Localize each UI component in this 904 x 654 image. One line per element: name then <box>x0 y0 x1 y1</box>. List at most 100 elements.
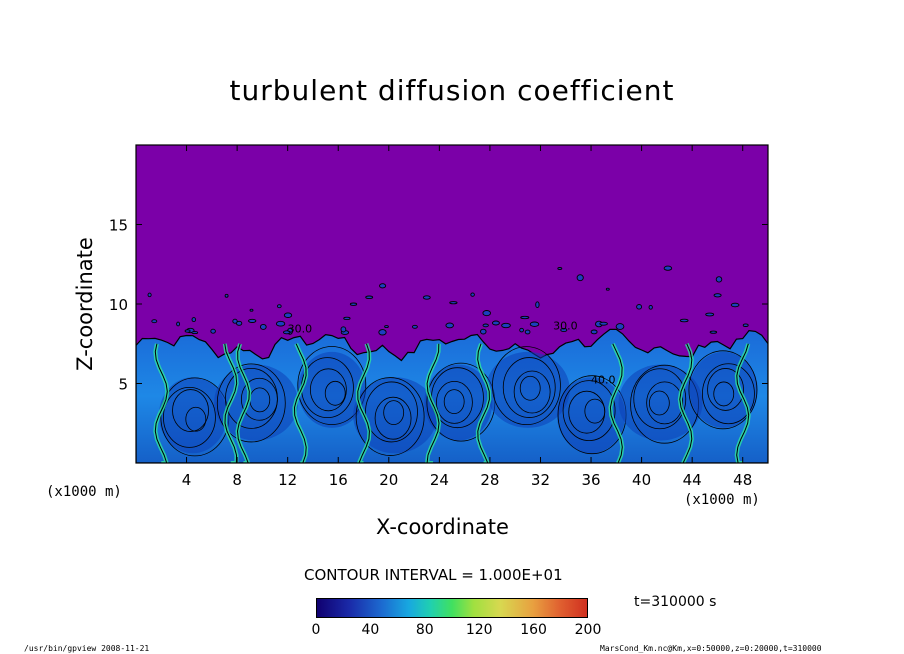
turbulence-blob <box>349 302 358 306</box>
turbulence-blob <box>210 328 216 334</box>
turbulence-blob <box>491 320 500 326</box>
x-tick-label: 36 <box>581 471 600 489</box>
turbulence-blob <box>365 295 374 300</box>
turbulence-blob <box>715 276 723 283</box>
contour-line <box>519 375 541 401</box>
turbulence-blob <box>411 324 418 329</box>
contour-line <box>309 368 347 412</box>
colorbar-tick-label: 0 <box>311 622 321 638</box>
y-tick-label: 15 <box>109 217 128 235</box>
convective-cell <box>557 377 626 454</box>
y-tick-label: 10 <box>109 296 128 314</box>
x-tick-label: 4 <box>182 471 192 489</box>
contour-line <box>172 389 209 432</box>
turbulence-blob <box>605 287 610 291</box>
contour-line <box>633 368 687 430</box>
x-unit-label-right: (x1000 m) <box>684 492 760 508</box>
turbulence-blob <box>615 323 625 330</box>
turbulence-blob <box>519 327 524 333</box>
plume-contour <box>154 343 168 463</box>
convective-cell <box>158 377 227 454</box>
contour-line <box>646 381 684 425</box>
contour-line <box>297 346 367 425</box>
time-label: t=310000 s <box>634 594 717 610</box>
turbulence-blob <box>248 318 257 323</box>
contour-line <box>492 346 561 426</box>
contour-line <box>355 377 425 456</box>
turbulence-blob <box>501 322 511 329</box>
convective-cell <box>689 351 758 428</box>
turbulence-blob <box>663 265 673 271</box>
turbulence-blob <box>191 317 197 323</box>
colorbar-ticks: 0 40 80 120 160 200 <box>312 598 602 638</box>
turbulence-blob <box>184 329 191 333</box>
turbulence-blob <box>576 274 584 282</box>
turbulence-blob <box>705 312 715 317</box>
turbulence-blob <box>176 321 181 327</box>
colorbar-tick-label: 120 <box>465 622 493 638</box>
x-tick-label: 12 <box>278 471 297 489</box>
plume-contour <box>224 343 238 463</box>
x-tick-label: 28 <box>480 471 499 489</box>
convective-cell <box>618 364 703 441</box>
chart-title: turbulent diffusion coefficient <box>229 74 675 107</box>
turbulence-blob <box>445 322 454 329</box>
turbulence-blob <box>742 323 749 327</box>
plume-contour <box>679 343 693 463</box>
contour-value-label: 30.0 <box>553 319 578 332</box>
contour-line <box>436 380 473 424</box>
turbulence-blob <box>482 310 491 317</box>
turbulence-blob <box>224 293 229 298</box>
turbulence-blob <box>249 308 254 312</box>
turbulence-blob <box>524 329 531 335</box>
contour-value-label: 30.0 <box>288 323 313 336</box>
contour-line <box>502 357 556 418</box>
colorbar-tick-label: 160 <box>520 622 547 638</box>
turbulence-blob <box>590 329 598 335</box>
plume-contour <box>609 343 623 463</box>
turbulence-blob <box>636 304 643 310</box>
turbulence-blob <box>529 321 540 327</box>
turbulence-blob <box>679 318 689 323</box>
turbulence-blob <box>648 304 653 310</box>
contour-line <box>513 370 551 414</box>
turbulence-blob <box>713 293 722 298</box>
x-tick-label: 24 <box>430 471 449 489</box>
contour-line <box>713 381 735 407</box>
x-tick-label: 8 <box>232 471 242 489</box>
turbulence-blob <box>378 329 387 336</box>
footer-command: /usr/bin/gpview 2008-11-21 <box>24 644 150 653</box>
x-tick-label: 32 <box>531 471 550 489</box>
contour-line <box>568 390 606 434</box>
turbulence-blob <box>276 304 282 309</box>
turbulence-blob <box>709 330 718 334</box>
colorbar-tick-label: 40 <box>361 622 380 638</box>
turbulence-blob <box>259 323 267 330</box>
turbulence-blob <box>482 323 489 328</box>
contour-value-label: 40.0 <box>591 374 616 387</box>
turbulence-blob <box>730 302 740 308</box>
turbulence-blob <box>384 325 389 329</box>
contour-line <box>648 390 670 416</box>
plume-contour <box>293 343 307 463</box>
plume-contour <box>426 343 440 463</box>
contour-line <box>185 406 207 432</box>
contour-line <box>216 363 286 443</box>
colorbar <box>316 598 588 618</box>
plume-contour <box>236 343 250 463</box>
turbulence-blob <box>599 321 608 326</box>
turbulence-blob <box>343 316 351 321</box>
turbulence-blob <box>275 320 286 327</box>
x-axis-label: X-coordinate <box>376 515 509 539</box>
contour-line <box>225 367 278 429</box>
x-tick-label: 40 <box>632 471 651 489</box>
x-unit-label: (x1000 m) <box>46 484 122 500</box>
convective-cell <box>485 351 570 428</box>
contour-line <box>702 363 755 425</box>
contour-line <box>374 396 412 440</box>
contour-line <box>324 380 346 406</box>
turbulence-blob <box>232 318 238 324</box>
x-tick-label: 20 <box>379 471 398 489</box>
turbulence-blob <box>480 328 487 335</box>
